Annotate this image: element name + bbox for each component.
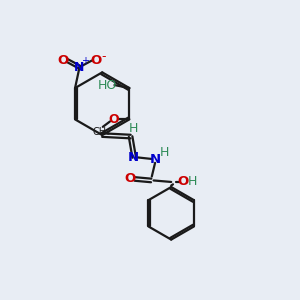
Text: HO: HO [98, 79, 117, 92]
Text: CH₃: CH₃ [92, 127, 110, 137]
Text: H: H [128, 122, 138, 135]
Text: H: H [188, 175, 197, 188]
Text: N: N [128, 151, 139, 164]
Text: N: N [150, 153, 161, 166]
Text: O: O [109, 113, 119, 126]
Text: O: O [125, 172, 136, 185]
Text: N: N [74, 61, 85, 74]
Text: O: O [178, 175, 189, 188]
Text: O: O [58, 54, 69, 67]
Text: O: O [90, 54, 102, 67]
Text: +: + [82, 56, 89, 66]
Text: -: - [101, 50, 106, 63]
Text: H: H [160, 146, 169, 160]
